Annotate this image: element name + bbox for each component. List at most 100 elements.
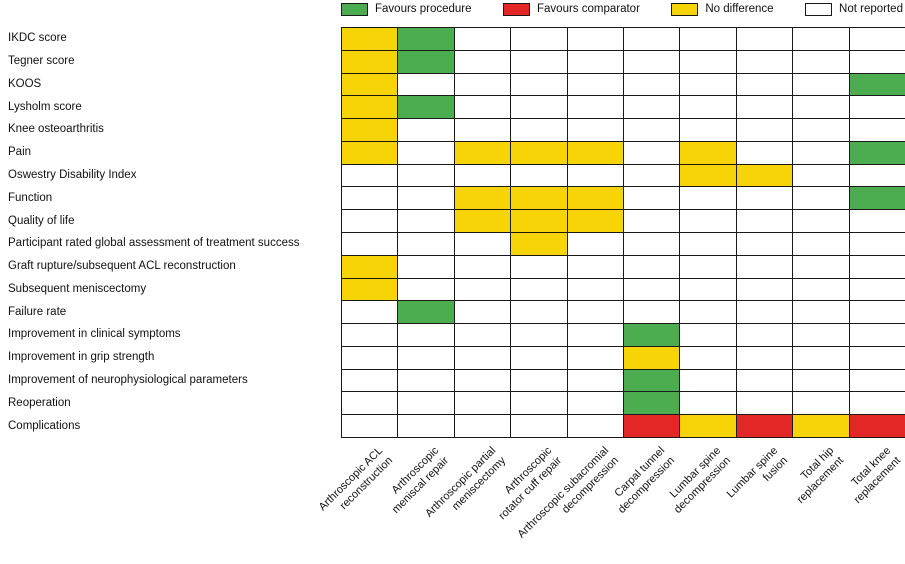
matrix-cell [342,233,399,256]
matrix-cell [624,73,681,97]
legend-item: Not reported [805,2,903,16]
matrix-cell [511,164,568,188]
matrix-cell [567,233,624,256]
matrix-cell [680,324,737,347]
matrix-cell [454,278,512,302]
row-label: Subsequent meniscectomy [8,282,147,295]
matrix-cell [398,255,455,279]
legend-swatch [805,2,833,16]
matrix-cell [736,415,794,438]
matrix-cell [793,164,850,188]
matrix-cell [624,28,681,51]
matrix-cell [454,96,512,120]
matrix-cell [567,210,624,233]
row-label: Failure rate [8,305,67,318]
matrix-cell [624,346,681,370]
matrix-cell [736,233,794,256]
matrix-cell [624,301,681,325]
matrix-cell [398,119,455,142]
matrix-cell [342,369,399,393]
row-label: Improvement in grip strength [8,351,155,364]
row-label: Reoperation [8,396,71,409]
row-labels: IKDC score Tegner score KOOS Lysholm score K… [8,27,336,437]
matrix-cell [736,187,794,211]
row-label: Pain [8,146,32,159]
matrix-cell [624,96,681,120]
matrix-cell [398,415,455,438]
matrix-cell [849,210,905,233]
matrix-cell [624,233,681,256]
matrix-cell [398,28,455,51]
matrix-cell [567,119,624,142]
matrix-cell [624,164,681,188]
matrix-cell [680,50,737,74]
matrix-cell [567,301,624,325]
matrix-cell [736,164,794,188]
matrix-cell [454,119,512,142]
matrix-cell [624,119,681,142]
matrix-cell [511,210,568,233]
matrix-cell [398,50,455,74]
matrix-cell [680,187,737,211]
legend-label: No difference [705,3,774,15]
matrix-cell [736,28,794,51]
matrix-cell [342,301,399,325]
matrix-cell [342,119,399,142]
matrix-cell [736,392,794,416]
row-label: Function [8,191,53,204]
matrix-cell [511,278,568,302]
matrix-cell [736,301,794,325]
matrix-cell [398,164,455,188]
legend-item: Favours procedure [341,2,472,16]
matrix-cell [793,96,850,120]
matrix-cell [511,119,568,142]
matrix-cell [849,233,905,256]
matrix-cell [398,278,455,302]
matrix-cell [793,119,850,142]
matrix-cell [793,28,850,51]
matrix-cell [849,346,905,370]
matrix-cell [398,73,455,97]
matrix-cell [793,346,850,370]
matrix-cell [511,324,568,347]
matrix-cell [849,50,905,74]
matrix-cell [342,324,399,347]
matrix-cell [398,369,455,393]
matrix-cell [624,369,681,393]
legend-item: No difference [671,2,774,16]
matrix-cell [736,119,794,142]
matrix-cell [680,73,737,97]
matrix-cell [454,392,512,416]
matrix-cell [511,233,568,256]
matrix-cell [793,210,850,233]
matrix-cell [736,210,794,233]
matrix-cell [511,28,568,51]
matrix-cell [736,141,794,165]
matrix-cell [849,141,905,165]
matrix-cell [454,415,512,438]
row-label: Quality of life [8,214,75,227]
matrix-cell [398,96,455,120]
matrix-cell [454,28,512,51]
matrix-cell [567,324,624,347]
matrix-cell [567,392,624,416]
matrix-cell [624,415,681,438]
matrix-cell [736,324,794,347]
matrix-cell [454,255,512,279]
matrix-cell [736,278,794,302]
matrix-cell [398,141,455,165]
legend-label: Favours procedure [375,3,472,15]
row-label: Knee osteoarthritis [8,123,104,136]
matrix-cell [680,233,737,256]
row-label: Lysholm score [8,100,82,113]
matrix-cell [567,278,624,302]
matrix-cell [567,187,624,211]
matrix-cell [398,346,455,370]
matrix-cell [680,301,737,325]
matrix-cell [342,28,399,51]
matrix-cell [793,255,850,279]
matrix-cell [680,96,737,120]
matrix-cell [793,324,850,347]
matrix-cell [567,50,624,74]
